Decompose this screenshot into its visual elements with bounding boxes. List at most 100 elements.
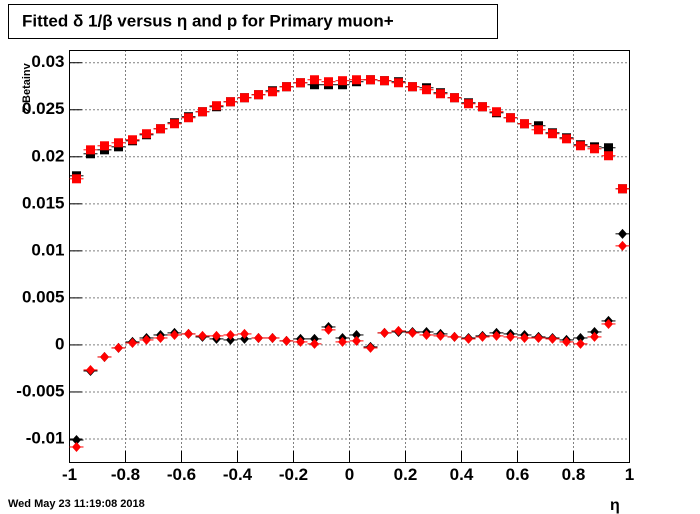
marker <box>436 330 445 341</box>
x-tick-label: 0.8 <box>562 465 586 484</box>
marker <box>156 124 165 134</box>
marker <box>604 151 613 161</box>
marker <box>590 144 599 154</box>
marker <box>114 342 123 353</box>
marker <box>380 327 389 338</box>
y-tick-label: 0.01 <box>31 240 64 259</box>
marker <box>380 76 389 86</box>
marker <box>520 119 529 129</box>
marker <box>324 77 333 87</box>
marker <box>212 330 221 341</box>
marker <box>464 99 473 109</box>
marker <box>534 332 543 343</box>
marker <box>86 364 95 375</box>
timestamp: Wed May 23 11:19:08 2018 <box>8 498 145 510</box>
marker <box>352 75 361 85</box>
marker <box>86 145 95 155</box>
marker <box>576 141 585 151</box>
x-tick-label: -0.2 <box>279 465 308 484</box>
marker <box>296 336 305 347</box>
marker <box>464 333 473 344</box>
marker <box>408 82 417 92</box>
x-tick-label: -0.8 <box>111 465 140 484</box>
marker <box>492 330 501 341</box>
marker <box>128 135 137 145</box>
marker <box>618 240 627 251</box>
marker <box>254 332 263 343</box>
marker <box>450 331 459 342</box>
marker <box>128 337 137 348</box>
marker <box>226 97 235 107</box>
marker <box>114 138 123 148</box>
marker <box>394 325 403 336</box>
marker <box>422 85 431 95</box>
x-tick-label: 0 <box>345 465 354 484</box>
marker <box>450 93 459 103</box>
x-axis-label: η <box>610 497 620 514</box>
y-tick-label: -0.01 <box>26 428 65 447</box>
marker <box>408 327 417 338</box>
y-tick-label: 0.02 <box>31 146 64 165</box>
marker <box>310 80 319 90</box>
marker <box>604 318 613 329</box>
marker <box>184 328 193 339</box>
marker <box>100 141 109 151</box>
marker <box>422 329 431 340</box>
marker <box>604 143 613 153</box>
x-tick-label: -1 <box>62 465 77 484</box>
chart-title: Fitted δ 1/β versus η and p for Primary … <box>22 11 394 30</box>
x-tick-label: -0.6 <box>167 465 196 484</box>
y-tick-label: 0.03 <box>31 52 64 71</box>
marker <box>170 329 179 340</box>
marker <box>548 129 557 139</box>
marker <box>254 90 263 100</box>
marker <box>338 336 347 347</box>
marker <box>576 332 585 343</box>
y-tick-label: 0 <box>55 334 64 353</box>
marker <box>436 89 445 99</box>
marker <box>156 332 165 343</box>
marker <box>310 75 319 85</box>
marker <box>240 93 249 103</box>
marker <box>282 335 291 346</box>
marker <box>100 351 109 362</box>
marker <box>268 332 277 343</box>
marker <box>562 134 571 144</box>
marker <box>492 107 501 117</box>
y-tick-label: 0.025 <box>22 99 65 118</box>
marker <box>72 435 81 446</box>
marker <box>534 125 543 135</box>
y-tick-label: 0.015 <box>22 193 65 212</box>
marker <box>198 107 207 117</box>
y-tick-label: 0.005 <box>22 287 65 306</box>
marker <box>506 113 515 123</box>
x-tick-label: 0.4 <box>450 465 474 484</box>
marker <box>548 333 557 344</box>
marker <box>506 331 515 342</box>
marker <box>72 174 81 184</box>
marker <box>520 332 529 343</box>
x-tick-label: 0.2 <box>394 465 418 484</box>
x-tick-label: -0.4 <box>223 465 253 484</box>
x-tick-label: 1 <box>625 465 634 484</box>
marker <box>268 87 277 97</box>
marker <box>310 338 319 349</box>
marker <box>618 228 627 239</box>
marker <box>240 328 249 339</box>
marker <box>576 338 585 349</box>
marker <box>72 441 81 452</box>
marker <box>296 78 305 88</box>
marker <box>142 129 151 139</box>
marker <box>394 78 403 88</box>
marker <box>142 334 151 345</box>
marker <box>226 329 235 340</box>
marker <box>352 329 361 340</box>
y-tick-label: -0.005 <box>16 381 64 400</box>
marker <box>170 119 179 129</box>
marker <box>618 184 627 194</box>
x-tick-label: 0.6 <box>506 465 530 484</box>
marker <box>212 101 221 111</box>
marker <box>198 330 207 341</box>
